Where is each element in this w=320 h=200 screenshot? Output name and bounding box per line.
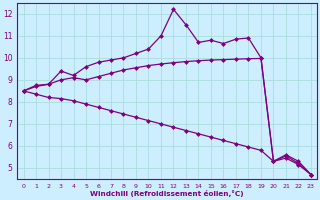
X-axis label: Windchill (Refroidissement éolien,°C): Windchill (Refroidissement éolien,°C) bbox=[91, 190, 244, 197]
